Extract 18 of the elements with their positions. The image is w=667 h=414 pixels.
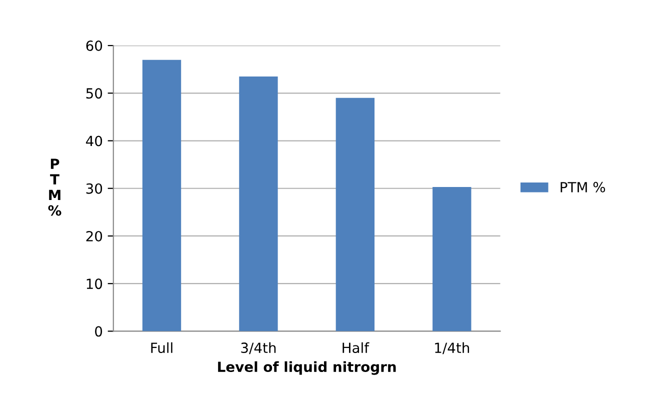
y-tick-label: 40 <box>86 136 102 146</box>
y-tick-label: 50 <box>86 88 102 99</box>
y-tick-label: 20 <box>86 230 102 242</box>
y-tick-label: 30 <box>86 183 102 194</box>
bar <box>239 76 278 332</box>
x-tick-label: 3/4th <box>241 342 276 354</box>
x-tick-label: 1/4th <box>435 342 470 354</box>
bar <box>432 186 472 332</box>
bar <box>336 98 375 332</box>
y-tick-label: 60 <box>86 40 102 52</box>
y-axis-title: PTM % <box>48 158 62 216</box>
bar <box>142 60 182 332</box>
x-tick-label: Half <box>342 342 370 354</box>
x-tick-label: Full <box>151 342 172 354</box>
y-tick-label: 0 <box>95 326 102 337</box>
legend-label: PTM % <box>560 182 606 192</box>
y-tick-label: 10 <box>86 278 102 290</box>
x-axis-title: Level of liquid nitrogrn <box>218 361 396 375</box>
